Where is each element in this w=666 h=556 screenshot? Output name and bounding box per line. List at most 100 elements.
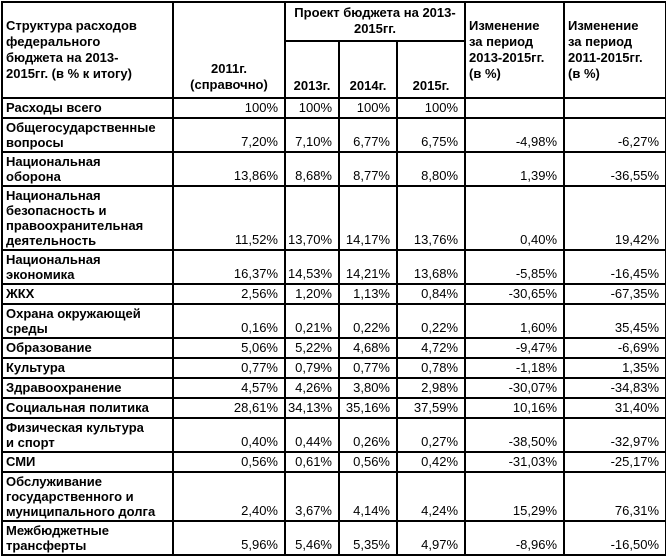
change-2013-2015-cell xyxy=(464,97,566,119)
change-2013-2015-cell: -9,47% xyxy=(464,337,566,359)
change-2011-2015-cell: -32,97% xyxy=(563,417,666,453)
value-2013-cell: 1,20% xyxy=(284,283,340,305)
change-2013-2015-cell: 10,16% xyxy=(464,397,566,419)
change-2011-2015-cell: -25,17% xyxy=(563,451,666,473)
value-2011-cell: 0,16% xyxy=(172,303,286,339)
change-2013-2015-cell: 1,39% xyxy=(464,151,566,187)
value-2014-cell: 14,17% xyxy=(338,185,398,251)
value-2013-cell: 8,68% xyxy=(284,151,340,187)
change-2011-2015-cell: -6,69% xyxy=(563,337,666,359)
change-2013-2015-cell: -8,96% xyxy=(464,520,566,556)
table-row: Социальная политика 28,61% 34,13% 35,16%… xyxy=(1,397,666,419)
row-label-cell: Национальная экономика xyxy=(1,249,174,285)
value-2015-cell: 6,75% xyxy=(395,117,467,153)
value-2013-cell: 4,26% xyxy=(284,377,340,399)
value-2014-cell: 35,16% xyxy=(338,397,398,419)
change-2013-2015-cell: -4,98% xyxy=(464,117,566,153)
header-row-group: Структура расходов федерального бюджета … xyxy=(1,1,666,99)
value-2015-cell: 4,24% xyxy=(395,471,467,522)
row-label-cell: СМИ xyxy=(1,451,174,473)
value-2015-cell: 2,98% xyxy=(395,377,467,399)
change-2013-2015-cell: -30,07% xyxy=(464,377,566,399)
header-2011: 2011г. (справочно) xyxy=(172,1,286,99)
header-project-group: Проект бюджета на 2013- 2015гг. xyxy=(283,1,467,42)
change-2011-2015-cell: -34,83% xyxy=(563,377,666,399)
value-2011-cell: 5,06% xyxy=(172,337,286,359)
value-2013-cell: 13,70% xyxy=(284,185,340,251)
change-2011-2015-cell: 76,31% xyxy=(563,471,666,522)
value-2015-cell: 0,27% xyxy=(395,417,467,453)
value-2014-cell: 0,26% xyxy=(338,417,398,453)
table-row: Культура 0,77% 0,79% 0,77% 0,78% -1,18% … xyxy=(1,357,666,379)
change-2013-2015-cell: 0,40% xyxy=(464,185,566,251)
row-label-cell: Расходы всего xyxy=(1,97,174,119)
value-2014-cell: 3,80% xyxy=(338,377,398,399)
row-label-cell: Охрана окружающей среды xyxy=(1,303,174,339)
value-2013-cell: 0,61% xyxy=(284,451,340,473)
table-row: Национальная безопасность и правоохранит… xyxy=(1,185,666,251)
row-label-cell: ЖКХ xyxy=(1,283,174,305)
value-2014-cell: 14,21% xyxy=(338,249,398,285)
change-2011-2015-cell: -6,27% xyxy=(563,117,666,153)
value-2015-cell: 0,84% xyxy=(395,283,467,305)
row-label-cell: Общегосударственные вопросы xyxy=(1,117,174,153)
value-2015-cell: 0,78% xyxy=(395,357,467,379)
value-2011-cell: 13,86% xyxy=(172,151,286,187)
table-row: Охрана окружающей среды 0,16% 0,21% 0,22… xyxy=(1,303,666,339)
row-label-cell: Здравоохранение xyxy=(1,377,174,399)
change-2011-2015-cell: 19,42% xyxy=(563,185,666,251)
change-2013-2015-cell: 1,60% xyxy=(464,303,566,339)
value-2011-cell: 2,56% xyxy=(172,283,286,305)
row-label-cell: Культура xyxy=(1,357,174,379)
value-2011-cell: 0,56% xyxy=(172,451,286,473)
change-2011-2015-cell: 35,45% xyxy=(563,303,666,339)
change-2013-2015-cell: -1,18% xyxy=(464,357,566,379)
value-2013-cell: 3,67% xyxy=(284,471,340,522)
header-2013: 2013г. xyxy=(284,40,340,99)
value-2013-cell: 7,10% xyxy=(284,117,340,153)
change-2013-2015-cell: -31,03% xyxy=(464,451,566,473)
table-row: Обслуживание государственного и муниципа… xyxy=(1,471,666,522)
value-2013-cell: 0,21% xyxy=(284,303,340,339)
table-row: Расходы всего 100% 100% 100% 100% xyxy=(1,97,666,119)
header-change-2011-2015: Изменение за период 2011-2015гг. (в %) xyxy=(563,1,666,99)
value-2015-cell: 8,80% xyxy=(395,151,467,187)
value-2011-cell: 7,20% xyxy=(172,117,286,153)
value-2011-cell: 5,96% xyxy=(172,520,286,556)
value-2014-cell: 100% xyxy=(338,97,398,119)
table-row: Национальная оборона 13,86% 8,68% 8,77% … xyxy=(1,151,666,187)
header-row-years: 2013г. 2014г. 2015г. xyxy=(2,40,666,99)
change-2011-2015-cell: -36,55% xyxy=(563,151,666,187)
value-2011-cell: 16,37% xyxy=(172,249,286,285)
change-2011-2015-cell xyxy=(563,97,666,119)
change-2011-2015-cell: -16,45% xyxy=(563,249,666,285)
value-2015-cell: 0,22% xyxy=(395,303,467,339)
table-row: Национальная экономика 16,37% 14,53% 14,… xyxy=(1,249,666,285)
value-2011-cell: 4,57% xyxy=(172,377,286,399)
table-row: Межбюджетные трансферты 5,96% 5,46% 5,35… xyxy=(1,520,666,556)
value-2013-cell: 5,22% xyxy=(284,337,340,359)
value-2014-cell: 0,56% xyxy=(338,451,398,473)
value-2011-cell: 2,40% xyxy=(172,471,286,522)
header-structure-column: Структура расходов федерального бюджета … xyxy=(1,1,174,99)
change-2011-2015-cell: 1,35% xyxy=(563,357,666,379)
value-2015-cell: 4,97% xyxy=(395,520,467,556)
value-2011-cell: 28,61% xyxy=(172,397,286,419)
table-row: Здравоохранение 4,57% 4,26% 3,80% 2,98% … xyxy=(1,377,666,399)
value-2015-cell: 100% xyxy=(395,97,467,119)
value-2015-cell: 0,42% xyxy=(395,451,467,473)
table-row: Физическая культура и спорт 0,40% 0,44% … xyxy=(1,417,666,453)
value-2013-cell: 5,46% xyxy=(284,520,340,556)
change-2013-2015-cell: -30,65% xyxy=(464,283,566,305)
table-row: ЖКХ 2,56% 1,20% 1,13% 0,84% -30,65% -67,… xyxy=(1,283,666,305)
row-label-cell: Обслуживание государственного и муниципа… xyxy=(1,471,174,522)
value-2013-cell: 0,44% xyxy=(284,417,340,453)
change-2013-2015-cell: 15,29% xyxy=(464,471,566,522)
value-2014-cell: 5,35% xyxy=(338,520,398,556)
value-2011-cell: 100% xyxy=(172,97,286,119)
row-label-cell: Национальная оборона xyxy=(1,151,174,187)
value-2011-cell: 0,40% xyxy=(172,417,286,453)
value-2014-cell: 0,77% xyxy=(338,357,398,379)
value-2015-cell: 4,72% xyxy=(395,337,467,359)
